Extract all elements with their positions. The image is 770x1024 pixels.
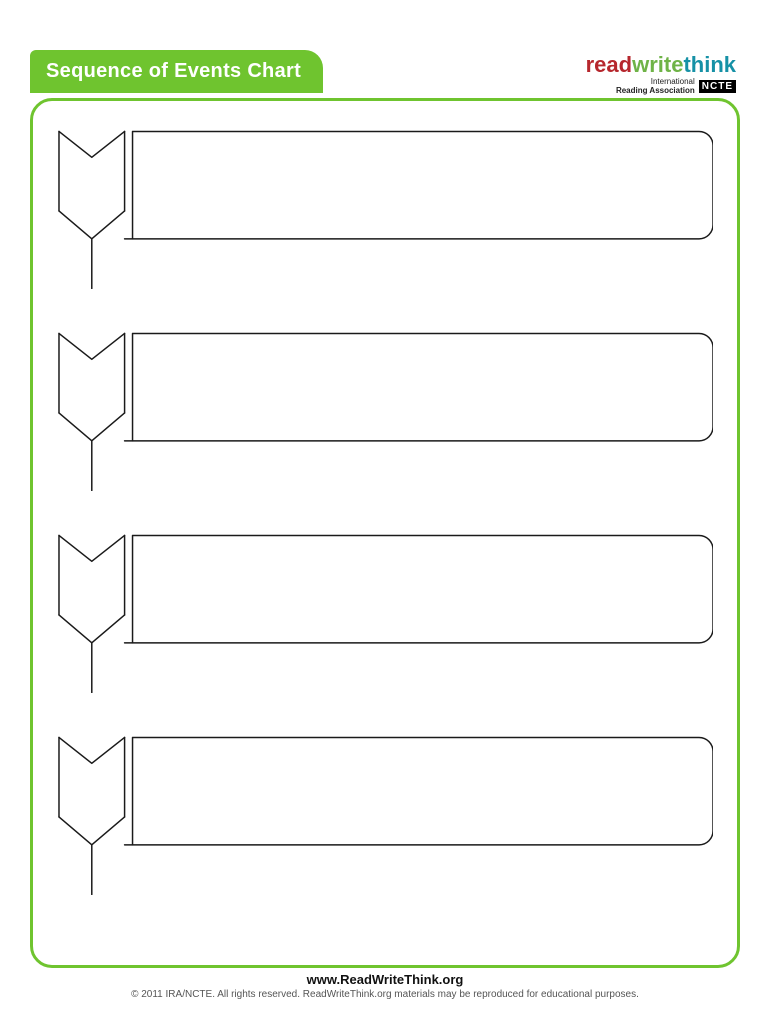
logo-block: readwritethink International Reading Ass… — [586, 50, 740, 96]
header-row: Sequence of Events Chart readwritethink … — [30, 50, 740, 98]
footer-url: www.ReadWriteThink.org — [30, 972, 740, 987]
footer-copyright: © 2011 IRA/NCTE. All rights reserved. Re… — [30, 989, 740, 1000]
footer: www.ReadWriteThink.org © 2011 IRA/NCTE. … — [30, 972, 740, 1000]
logo-subline: International Reading Association NCTE — [586, 78, 736, 96]
event-shape — [57, 735, 713, 895]
logo-word-write: write — [632, 52, 683, 77]
ncte-badge: NCTE — [699, 80, 736, 93]
event-row — [57, 129, 713, 289]
event-row — [57, 331, 713, 491]
logo-word-read: read — [586, 52, 632, 77]
event-shape — [57, 533, 713, 693]
event-row — [57, 735, 713, 895]
logo-word-think: think — [683, 52, 736, 77]
logo-sub-org: International Reading Association — [616, 78, 695, 96]
worksheet-page: Sequence of Events Chart readwritethink … — [30, 50, 740, 968]
page-title: Sequence of Events Chart — [46, 60, 301, 82]
logo-main: readwritethink — [586, 54, 736, 76]
title-tab: Sequence of Events Chart — [30, 50, 323, 93]
event-row — [57, 533, 713, 693]
worksheet-frame — [30, 98, 740, 968]
event-shape — [57, 129, 713, 289]
event-shape — [57, 331, 713, 491]
